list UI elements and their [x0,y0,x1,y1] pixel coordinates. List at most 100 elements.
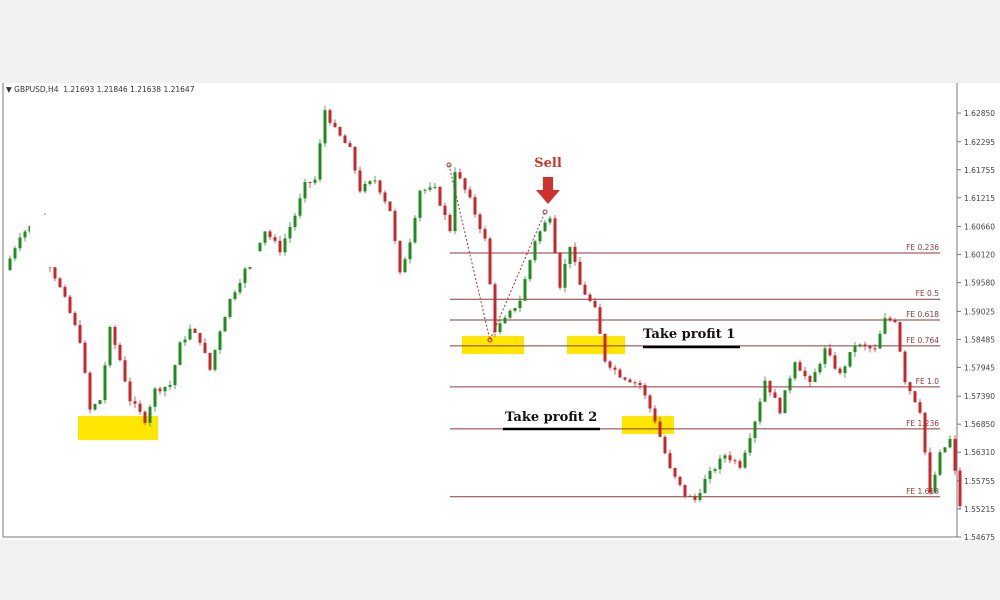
candle-body [603,333,607,362]
candle-body [298,198,302,216]
candle-body [813,372,817,382]
candle-body [558,253,562,288]
candle-body [858,344,862,346]
candle-body [608,361,612,368]
candle-body [168,385,172,387]
candle-body [793,362,797,379]
candle-body [73,312,77,325]
candle-body [393,211,397,241]
candle-body [348,143,352,147]
candle-body [618,369,622,378]
candle-body [883,318,887,334]
candle-body [138,403,142,412]
candle-body [943,447,947,453]
candle-body [188,328,192,340]
candle-body [583,284,587,295]
candle-body [323,110,327,144]
candle-body [908,382,912,392]
candle-body [233,292,237,299]
candle-body [938,452,942,475]
y-tick-label: 1.54675 [964,533,995,540]
candle-body [693,495,697,500]
candle-body [638,382,642,386]
fib-level-label: FE 0.5 [916,289,940,298]
candle-body [113,326,117,345]
candle-body [318,143,322,180]
candle-body [63,287,67,297]
candle-body [128,381,132,402]
candle-body [838,368,842,374]
candle-body [498,323,502,333]
candle-body [548,218,552,223]
candle-body [263,231,267,243]
candle-body [823,348,827,364]
symbol-label: GBPUSD,H4 [14,85,59,94]
candle-body [78,324,82,343]
candle-body [303,182,307,199]
fib-swing-line [448,164,546,342]
candle-body [208,352,212,370]
dropdown-arrow-icon[interactable]: ▼ [6,85,12,94]
candle-body [538,231,542,242]
candle-body [873,348,877,350]
candle-body [423,189,427,191]
candle-body [713,469,717,471]
candle-body [763,380,767,402]
candle-body [508,310,512,318]
candle-body [238,283,242,293]
y-tick-label: 1.57390 [964,392,995,401]
candle-body [353,146,357,171]
candle-body [388,201,392,212]
candle-body [553,218,557,254]
fib-level-label: FE 1.236 [906,419,939,428]
candle-body [698,493,702,500]
candle-body [803,370,807,377]
candle-body [568,246,572,264]
candle-body [338,127,342,136]
candle-body [383,192,387,202]
candle-body [158,388,162,392]
y-tick-label: 1.57945 [964,363,995,372]
candle-body [778,397,782,414]
candle-body [888,318,892,321]
candle-body [573,246,577,262]
candle-body [403,259,407,273]
candle-body [613,367,617,370]
chart-panel: 1.62850 1.62295 1.61755 1.61215 1.60660 1.601… [0,83,1000,540]
fib-level-label: FE 0.764 [906,336,939,345]
candle-body [438,186,442,206]
candle-body [718,458,722,470]
candle-body [93,404,97,410]
candle-body [798,362,802,371]
candle-body [288,227,292,239]
candle-body [653,408,657,422]
candle-body [88,372,92,410]
candle-body [408,242,412,260]
candle-body [173,364,177,386]
candle-body [98,400,102,405]
candle-body [178,342,182,365]
candle-body [958,470,962,507]
candle-body [123,360,127,382]
candle-body [518,300,522,309]
candle-body [143,411,147,424]
candle-body [758,401,762,422]
candle-body [743,452,747,468]
candle-body [898,322,902,352]
candle-body [868,346,872,349]
candle-body [458,172,462,179]
candle-body [358,170,362,192]
price-chart[interactable]: 1.62850 1.62295 1.61755 1.61215 1.60660 1.601… [0,83,1000,540]
candle-body [468,189,472,198]
candle-body [68,296,72,313]
candle-body [453,172,457,232]
candle-body [648,395,652,409]
candle-body [13,248,17,259]
candle-body [83,342,87,373]
y-tick-label: 1.55755 [964,477,995,486]
candle-body [448,214,452,232]
candle-body [543,222,547,232]
fib-anchor-point [542,209,548,215]
candle-body [198,332,202,343]
candle-body [53,267,57,279]
